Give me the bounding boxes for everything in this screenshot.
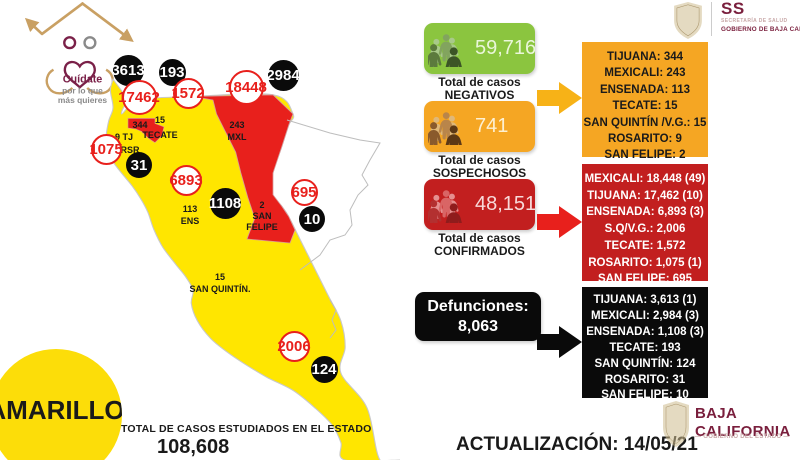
svg-text:113: 113 — [183, 204, 198, 214]
svg-text:TECATE: TECATE — [142, 130, 177, 140]
svg-text:SAN QUINTÍN.: SAN QUINTÍN. — [189, 284, 250, 294]
svg-text:15: 15 — [155, 115, 165, 125]
svg-text:MXL: MXL — [228, 132, 248, 142]
svg-text:344: 344 — [132, 120, 147, 130]
svg-text:FELIPE: FELIPE — [246, 222, 278, 232]
svg-text:15: 15 — [215, 272, 225, 282]
svg-text:ENS: ENS — [181, 216, 200, 226]
svg-text:243: 243 — [229, 120, 244, 130]
svg-text:SAN: SAN — [252, 211, 271, 221]
svg-text:2: 2 — [259, 200, 264, 210]
